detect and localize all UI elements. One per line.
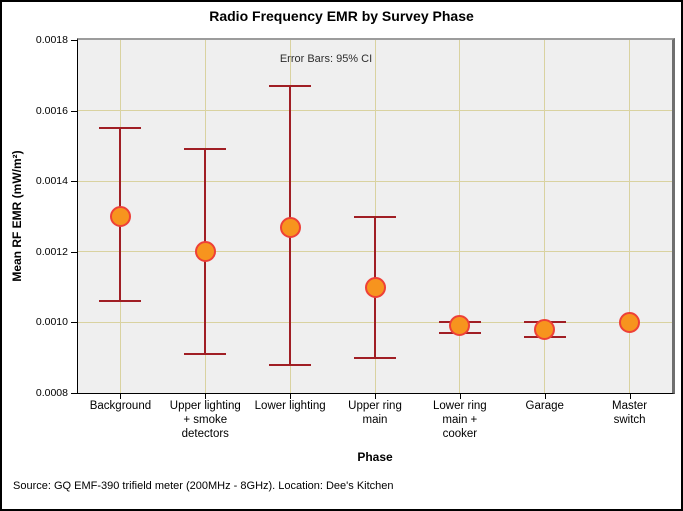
error-bar-cap-lower (354, 356, 396, 359)
x-tick-label: Master switch (611, 400, 648, 426)
plot-area: Error Bars: 95% CI (77, 38, 675, 394)
x-tick-label: Garage (525, 400, 564, 412)
gridline-horizontal (78, 110, 672, 112)
gridline-vertical (459, 40, 461, 393)
gridline-vertical (544, 40, 546, 393)
y-tick-mark (71, 393, 77, 394)
error-bar-cap-upper (99, 127, 142, 130)
gridline-vertical (629, 40, 631, 393)
x-tick-label: Upper ring main (348, 400, 402, 426)
source-note: Source: GQ EMF-390 trifield meter (200MH… (13, 480, 394, 492)
x-tick-mark (544, 394, 546, 399)
data-point-marker (109, 206, 131, 227)
error-bar-cap-lower (184, 353, 227, 356)
data-point-marker (534, 318, 556, 340)
x-tick-mark (290, 394, 292, 399)
data-point-marker (279, 216, 301, 238)
y-tick-mark (71, 110, 77, 112)
data-point-marker (449, 315, 471, 337)
error-bar-cap-upper (354, 215, 396, 218)
x-tick-mark (205, 394, 207, 399)
error-bars-annotation: Error Bars: 95% CI (279, 53, 373, 65)
y-tick-mark (71, 40, 77, 41)
x-tick-label: Background (89, 400, 152, 412)
y-axis-tick-labels: 0.0018 0.0016 0.0014 0.0012 0.0010 0.0008 (0, 0, 68, 511)
y-tick-mark (71, 322, 77, 324)
x-axis-title: Phase (357, 450, 393, 464)
x-tick-label: Upper lighting + smoke detectors (169, 400, 241, 440)
x-tick-mark (120, 394, 122, 399)
error-bar-cap-upper (269, 84, 312, 87)
x-tick-label: Lower ring main + cooker (432, 400, 487, 440)
x-tick-label: Lower lighting (254, 400, 326, 412)
y-tick-label: 0.0016 (35, 104, 68, 117)
y-tick-label: 0.0014 (35, 175, 68, 188)
x-tick-mark (629, 394, 631, 399)
y-tick-label: 0.0008 (35, 387, 68, 399)
chart-title: Radio Frequency EMR by Survey Phase (209, 8, 474, 24)
data-point-marker (364, 276, 386, 298)
x-tick-mark (375, 394, 376, 399)
error-bar-cap-lower (269, 363, 312, 366)
y-tick-mark (71, 251, 77, 253)
y-tick-mark (71, 181, 77, 183)
y-tick-label: 0.0012 (35, 245, 68, 258)
y-tick-label: 0.0010 (35, 316, 68, 329)
data-point-marker (194, 241, 216, 263)
x-tick-mark (459, 394, 461, 399)
gridline-horizontal (78, 180, 672, 182)
error-bar-cap-upper (184, 148, 227, 151)
y-tick-label: 0.0018 (35, 34, 68, 46)
error-bar-cap-lower (99, 300, 142, 303)
data-point-marker (619, 311, 641, 333)
